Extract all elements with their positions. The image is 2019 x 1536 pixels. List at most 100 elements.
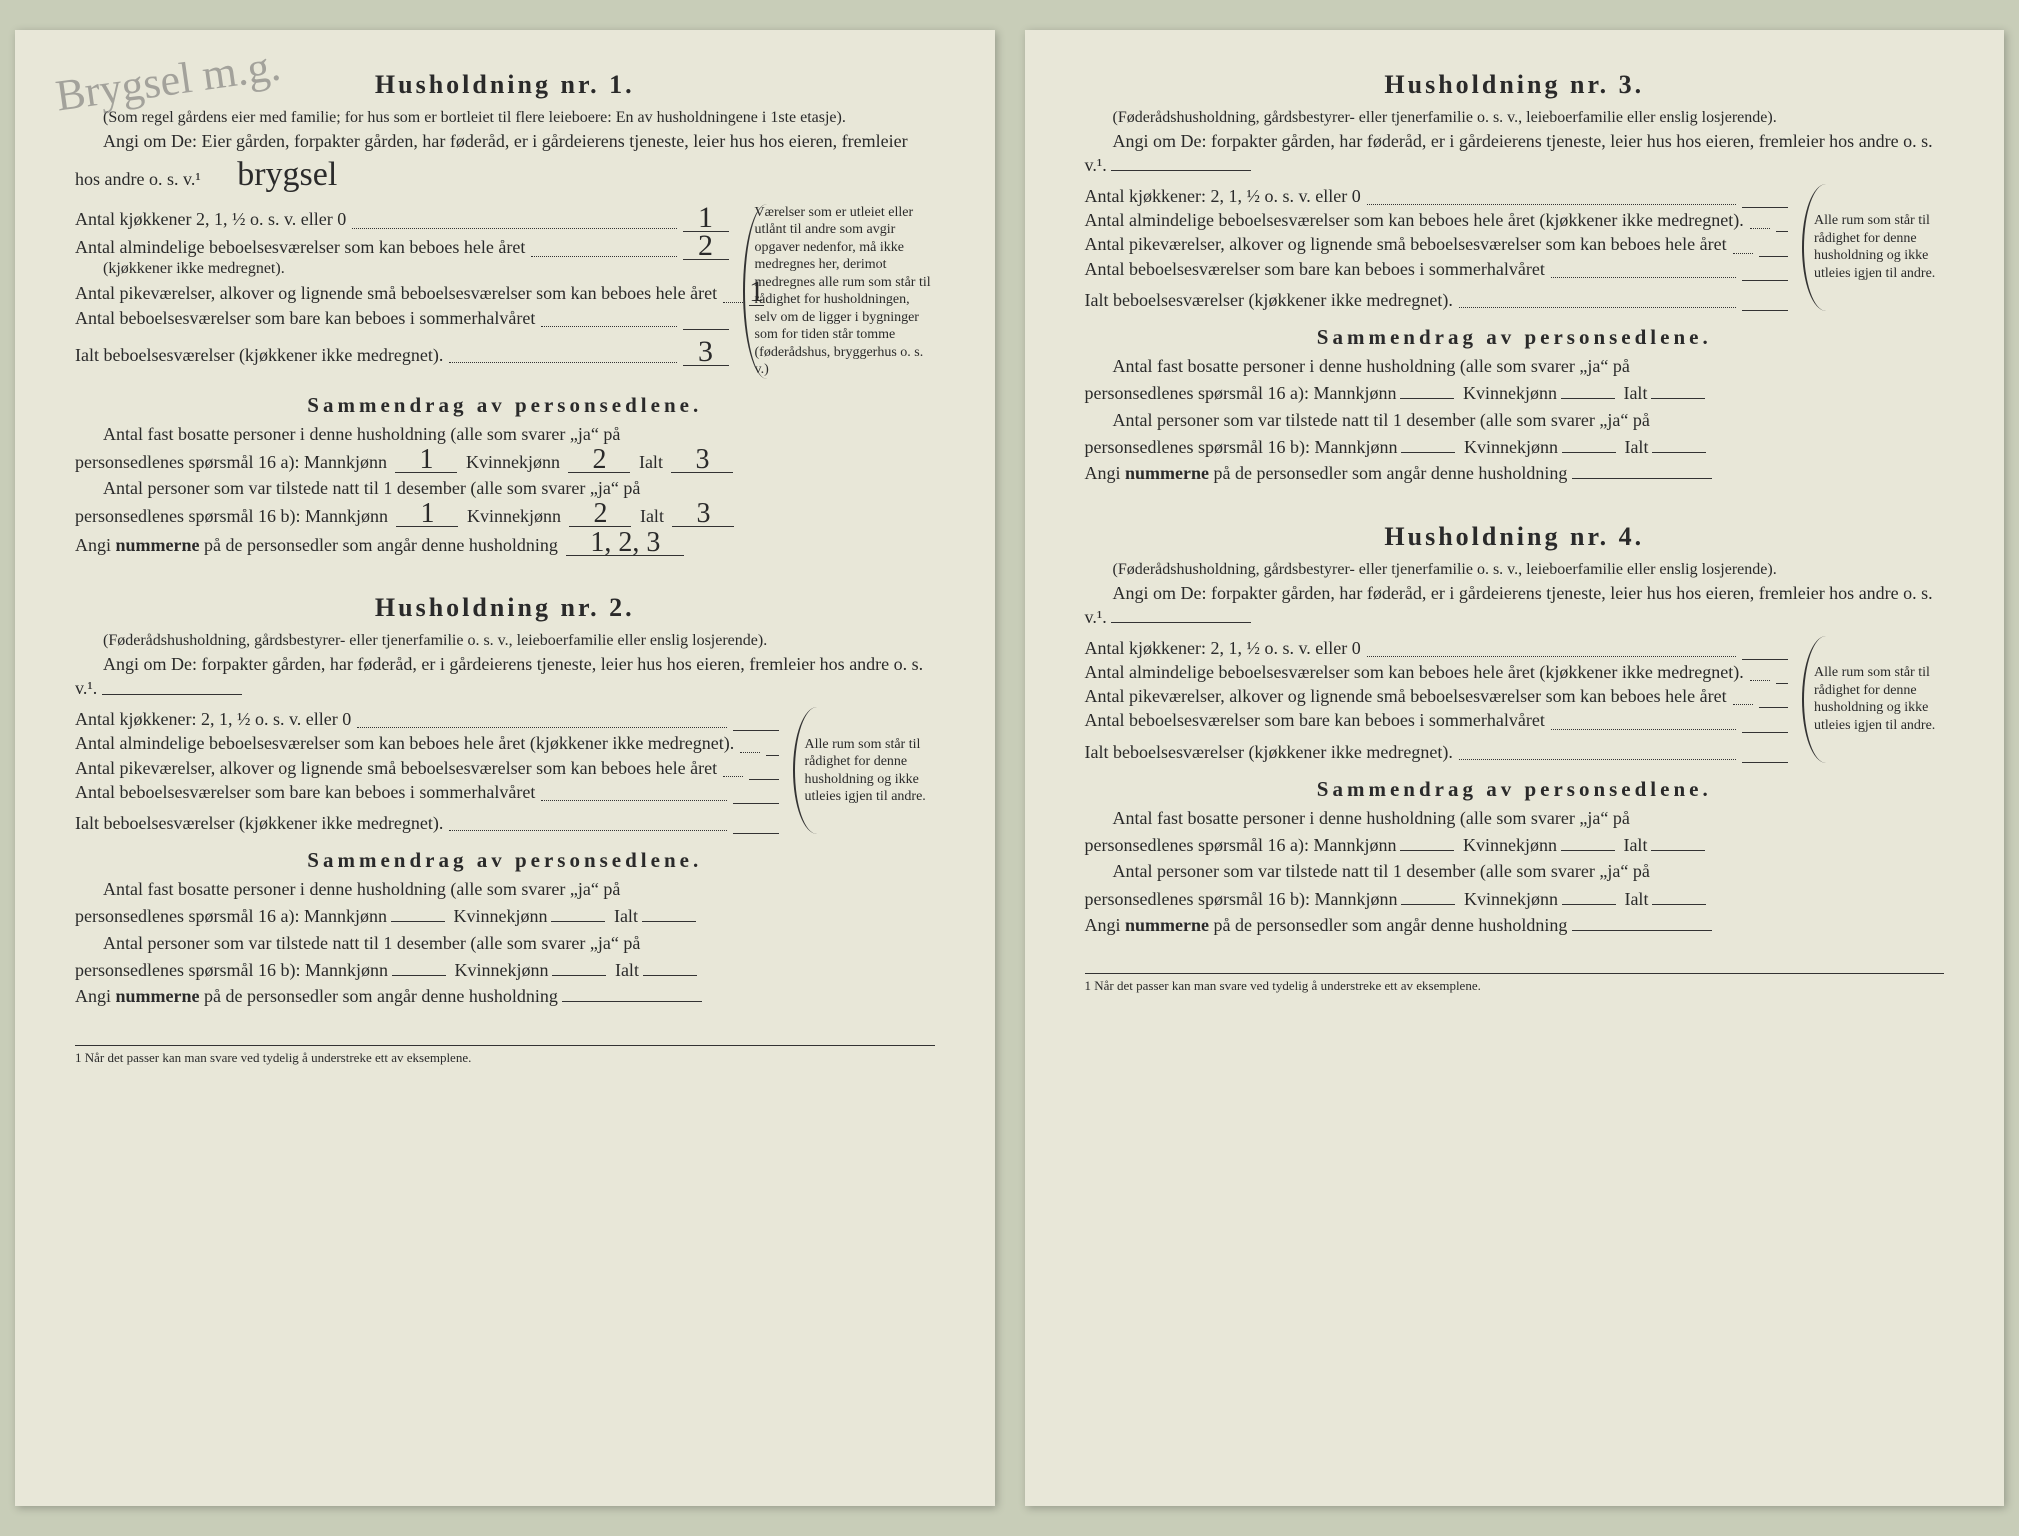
blank [1652, 434, 1706, 453]
dots [1367, 186, 1736, 205]
dots [352, 210, 676, 229]
label-ialt: Ialt [639, 452, 663, 472]
hh3-fast-line1: Antal fast bosatte personer i denne hush… [1085, 354, 1945, 378]
hh2-kitchens-val [733, 730, 779, 731]
label-ialt: Ialt [614, 906, 638, 926]
hh2-summer-label: Antal beboelsesværelser som bare kan beb… [75, 780, 535, 804]
blank [1401, 434, 1455, 453]
hh1-kitchens-label: Antal kjøkkener 2, 1, ½ o. s. v. eller 0 [75, 207, 346, 231]
dots [1551, 711, 1736, 730]
hh1-mk-b: 1 [396, 502, 458, 527]
hh1-summary-head: Sammendrag av personsedlene. [75, 393, 935, 418]
hh2-rooms-block: Antal kjøkkener: 2, 1, ½ o. s. v. eller … [75, 707, 935, 834]
hh4-ordinary-val [1776, 683, 1788, 684]
hh1-angi-text: Angi om De: Eier gården, forpakter gårde… [75, 131, 908, 189]
hh3-summary-head: Sammendrag av personsedlene. [1085, 325, 1945, 350]
hh3-small-val [1759, 256, 1788, 257]
hh1-kitchens-val: 1 [683, 204, 729, 232]
dots [1459, 289, 1736, 308]
label-ialt: Ialt [1623, 383, 1647, 403]
hh3-summer-label: Antal beboelsesværelser som bare kan beb… [1085, 257, 1545, 281]
label-ialt: Ialt [1624, 889, 1648, 909]
hh4-brace-note: Alle rum som står til rådighet for denne… [1802, 636, 1944, 763]
hh2-brace-note: Alle rum som står til rådighet for denne… [793, 707, 935, 834]
hh3-title: Husholdning nr. 3. [1085, 70, 1945, 100]
hh2-ordinary-val [766, 755, 778, 756]
hh3-tilstede-16b-prefix: personsedlenes spørsmål 16 b): Mannkjønn [1085, 437, 1398, 457]
hh2-small-label: Antal pikeværelser, alkover og lignende … [75, 756, 717, 780]
hh4-numrene-blank [1572, 913, 1712, 931]
label-kvinnekjonn: Kvinnekjønn [1463, 835, 1557, 855]
blank [1652, 886, 1706, 905]
dots [357, 709, 726, 728]
hh1-ialt-a: 3 [671, 448, 733, 473]
label-kvinnekjonn: Kvinnekjønn [453, 906, 547, 926]
hh1-numrene-label: Angi nummerne på de personsedler som ang… [75, 535, 558, 555]
hh2-numrene-label: Angi nummerne på de personsedler som ang… [75, 986, 558, 1006]
hh3-kitchens-label: Antal kjøkkener: 2, 1, ½ o. s. v. eller … [1085, 184, 1361, 208]
hh1-subnote: (Som regel gårdens eier med familie; for… [75, 108, 935, 128]
household-2: Husholdning nr. 2. (Føderådshusholdning,… [75, 593, 935, 1009]
hh4-angi-blank [1111, 605, 1251, 623]
hh4-ordinary-label: Antal almindelige beboelsesværelser som … [1085, 660, 1744, 684]
hh1-small-label: Antal pikeværelser, alkover og lignende … [75, 281, 717, 305]
hh2-angi-blank [102, 676, 242, 694]
hh1-kk-a: 2 [568, 448, 630, 473]
hh2-summary-head: Sammendrag av personsedlene. [75, 848, 935, 873]
blank [552, 957, 606, 976]
left-page: Brygsel m.g. Husholdning nr. 1. (Som reg… [15, 30, 995, 1506]
household-4: Husholdning nr. 4. (Føderådshusholdning,… [1085, 522, 1945, 938]
hh4-subnote: (Føderådshusholdning, gårdsbestyrer- ell… [1085, 560, 1945, 580]
label-kvinnekjonn: Kvinnekjønn [454, 960, 548, 980]
dots [449, 812, 726, 831]
hh1-ordinary-sub: (kjøkkener ikke medregnet). [75, 260, 729, 278]
hh3-summer-val [1742, 280, 1788, 281]
blank [1651, 832, 1705, 851]
hh3-ordinary-val [1776, 231, 1788, 232]
dots [1367, 638, 1736, 657]
hh1-angi: Angi om De: Eier gården, forpakter gårde… [75, 130, 935, 198]
hh4-numrene-label: Angi nummerne på de personsedler som ang… [1085, 915, 1568, 935]
hh2-tilstede-line1: Antal personer som var tilstede natt til… [75, 931, 935, 955]
dots [723, 758, 743, 777]
hh1-fast-16a-prefix: personsedlenes spørsmål 16 a): Mannkjønn [75, 452, 387, 472]
blank [1401, 886, 1455, 905]
hh1-mk-a: 1 [395, 448, 457, 473]
hh1-tilstede-line1: Antal personer som var tilstede natt til… [75, 476, 935, 500]
hh4-small-label: Antal pikeværelser, alkover og lignende … [1085, 684, 1727, 708]
label-kvinnekjonn: Kvinnekjønn [467, 506, 561, 526]
dots [1459, 741, 1736, 760]
hh4-small-val [1759, 707, 1788, 708]
label-ialt: Ialt [640, 506, 664, 526]
hh4-tilstede-line1: Antal personer som var tilstede natt til… [1085, 859, 1945, 883]
blank [1561, 380, 1615, 399]
hh3-rooms-block: Antal kjøkkener: 2, 1, ½ o. s. v. eller … [1085, 184, 1945, 311]
hh3-angi: Angi om De: forpakter gården, har føderå… [1085, 130, 1945, 178]
hh1-rooms-block: Antal kjøkkener 2, 1, ½ o. s. v. eller 0… [75, 204, 935, 379]
hh4-summer-label: Antal beboelsesværelser som bare kan beb… [1085, 708, 1545, 732]
hh3-numrene-label: Angi nummerne på de personsedler som ang… [1085, 463, 1568, 483]
hh2-tilstede-16b-prefix: personsedlenes spørsmål 16 b): Mannkjønn [75, 960, 388, 980]
dots [449, 344, 676, 363]
hh3-ordinary-label: Antal almindelige beboelsesværelser som … [1085, 208, 1744, 232]
hh1-ialt-b: 3 [672, 502, 734, 527]
hh1-tilstede-16b-prefix: personsedlenes spørsmål 16 b): Mannkjønn [75, 506, 388, 526]
hh4-rooms-block: Antal kjøkkener: 2, 1, ½ o. s. v. eller … [1085, 636, 1945, 763]
hh3-fast-16a-prefix: personsedlenes spørsmål 16 a): Mannkjønn [1085, 383, 1397, 403]
hh2-subnote: (Føderådshusholdning, gårdsbestyrer- ell… [75, 631, 935, 651]
label-ialt: Ialt [615, 960, 639, 980]
hh2-numrene-blank [562, 984, 702, 1002]
hh4-total-val [1742, 762, 1788, 763]
hh1-total-label: Ialt beboelsesværelser (kjøkkener ikke m… [75, 345, 443, 366]
dots [541, 308, 676, 327]
household-1: Husholdning nr. 1. (Som regel gårdens ei… [75, 70, 935, 557]
hh2-summer-val [733, 803, 779, 804]
blank [1400, 832, 1454, 851]
blank [551, 903, 605, 922]
left-footnote: 1 Når det passer kan man svare ved tydel… [75, 1045, 935, 1066]
hh3-small-label: Antal pikeværelser, alkover og lignende … [1085, 232, 1727, 256]
hh4-title: Husholdning nr. 4. [1085, 522, 1945, 552]
right-footnote: 1 Når det passer kan man svare ved tydel… [1085, 973, 1945, 994]
hh2-small-val [749, 779, 778, 780]
hh2-fast-line1: Antal fast bosatte personer i denne hush… [75, 877, 935, 901]
